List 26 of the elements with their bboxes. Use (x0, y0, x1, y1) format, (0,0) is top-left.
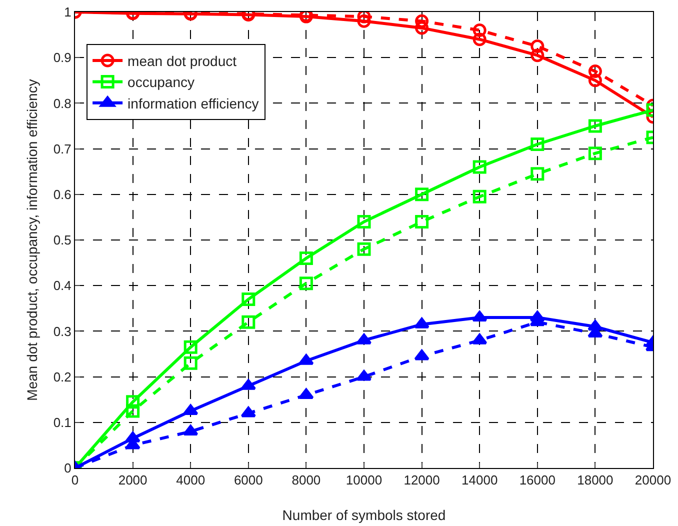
y-tick-label: 0.8 (53, 96, 72, 111)
x-tick-label: 18000 (577, 472, 614, 488)
x-tick-label: 6000 (234, 472, 263, 488)
x-axis-title: Number of symbols stored (282, 507, 446, 523)
y-tick-label: 0.5 (53, 232, 72, 248)
y-tick-label: 0.6 (53, 186, 72, 202)
y-tick-label: 0.3 (53, 324, 72, 339)
x-tick-label: 16000 (519, 472, 556, 488)
legend-label: mean dot product (128, 52, 237, 69)
x-tick-label: 2000 (118, 472, 148, 488)
x-tick-label: 10000 (346, 472, 382, 488)
y-tick-label: 0.9 (53, 50, 72, 66)
y-tick-label: 0.4 (53, 278, 72, 294)
x-tick-label: 8000 (292, 472, 321, 488)
y-axis-title: Mean dot product, occupancy, information efficiency (24, 79, 40, 401)
legend-label: information efficiency (128, 95, 259, 112)
x-tick-label: 20000 (634, 472, 672, 488)
x-tick-label: 4000 (176, 472, 206, 488)
y-tick-label: 0 (64, 460, 72, 476)
x-tick-label: 14000 (462, 472, 498, 488)
y-tick-label: 1 (64, 4, 72, 20)
y-tick-label: 0.2 (53, 369, 72, 384)
x-tick-label: 12000 (404, 472, 440, 488)
y-tick-label: 0.1 (53, 414, 72, 430)
y-tick-label: 0.7 (53, 141, 72, 156)
legend-label: occupancy (128, 74, 194, 90)
